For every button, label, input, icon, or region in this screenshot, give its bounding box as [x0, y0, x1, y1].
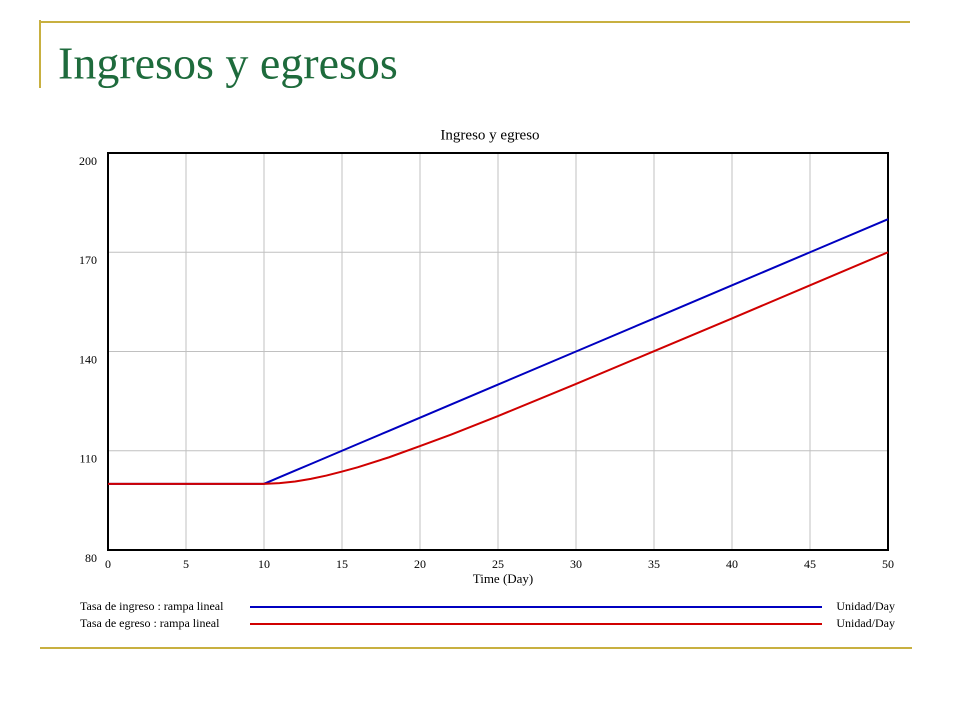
y-tick-label: 200 [79, 154, 97, 168]
chart-title: Ingreso y egreso [440, 127, 539, 143]
x-tick-label: 10 [258, 557, 270, 571]
y-tick-label: 80 [85, 551, 97, 565]
y-tick-label: 140 [79, 352, 97, 366]
x-tick-label: 35 [648, 557, 660, 571]
series-line [108, 218, 889, 485]
y-tick-label: 110 [79, 452, 97, 466]
x-tick-label: 5 [183, 557, 189, 571]
legend-label: Tasa de egreso : rampa lineal [80, 616, 220, 630]
x-tick-label: 30 [570, 557, 582, 571]
y-tick-label: 170 [79, 253, 97, 267]
plot-frame [107, 152, 889, 551]
legend-unit: Unidad/Day [836, 599, 895, 613]
x-tick-label: 15 [336, 557, 348, 571]
series-line [108, 251, 889, 485]
x-tick-label: 0 [105, 557, 111, 571]
x-tick-label: 45 [804, 557, 816, 571]
legend-unit: Unidad/Day [836, 616, 895, 630]
x-axis-label: Time (Day) [473, 571, 534, 586]
slide-title: Ingresos y egresos [58, 38, 398, 89]
x-tick-label: 50 [882, 557, 894, 571]
x-tick-label: 40 [726, 557, 738, 571]
x-tick-label: 25 [492, 557, 504, 571]
x-tick-label: 20 [414, 557, 426, 571]
legend-label: Tasa de ingreso : rampa lineal [80, 599, 224, 613]
